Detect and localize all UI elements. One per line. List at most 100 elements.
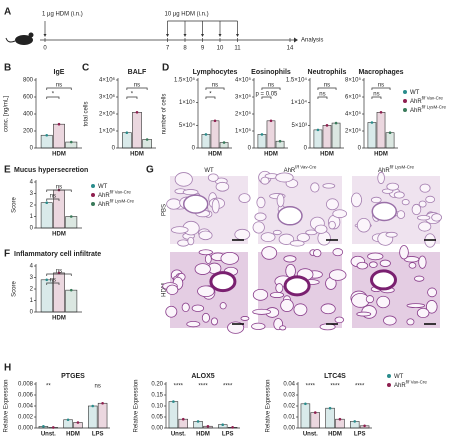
y-tick-label: 1 (30, 214, 34, 220)
alveolus (220, 251, 239, 265)
bar-top-dot (313, 411, 317, 414)
dose-arrow-head (218, 34, 222, 37)
alveolus (198, 230, 213, 241)
legend-label-text: AhR (98, 202, 110, 208)
significance-bracket (205, 87, 225, 90)
bar-top-dot (222, 141, 226, 144)
y-tick-label: 0.00 (283, 426, 295, 432)
x-tick-label: Unst. (41, 432, 56, 438)
y-axis-label: number of cells (162, 94, 168, 135)
significance: ns (134, 83, 140, 89)
legend-label-text: WT (98, 184, 108, 190)
column-label-sup: f/f Vav-Cre (295, 165, 317, 170)
alveolus (365, 295, 375, 304)
x-tick-label: HDM (66, 432, 80, 438)
bar (65, 216, 78, 229)
alveolus (418, 200, 427, 208)
y-tick-label: 0 (358, 146, 362, 152)
airway (182, 194, 209, 214)
legend-label-sup: f/f LysM-Cre (110, 199, 135, 204)
bar (97, 402, 108, 429)
y-tick-label: 5×10⁴ (179, 122, 196, 129)
alveolus (320, 303, 336, 315)
significance: ns (373, 92, 379, 98)
legend-label-sup: f/f Vav-Cre (422, 96, 444, 101)
bar (313, 129, 323, 149)
chart-title: BALF (128, 69, 147, 76)
legend-swatch (91, 202, 95, 206)
row-label: PBS (162, 204, 168, 216)
legend-swatch (403, 108, 407, 112)
alveolus (276, 193, 285, 208)
alveolus (251, 322, 266, 331)
bar-top-dot (316, 128, 320, 132)
bar-top-dot (231, 426, 234, 429)
x-tick-label: HDM (130, 152, 144, 158)
alveolus (385, 231, 398, 238)
chart-title: Eosinophils (251, 69, 291, 76)
bar-top-dot (206, 424, 210, 428)
legend-label: WT (410, 90, 420, 96)
y-axis-label: Relative Expression (266, 379, 272, 432)
chart-title: LTC4S (324, 373, 346, 380)
legend-label-text: WT (410, 90, 420, 96)
alveolus (383, 315, 397, 326)
chart-title: Macrophages (358, 69, 403, 76)
legend-label: WT (98, 184, 108, 190)
alveolus (215, 181, 230, 192)
alveolus (356, 218, 371, 233)
y-axis-label: conc. [ng/mL] (4, 96, 10, 132)
y-tick-label: 4×10⁵ (235, 77, 252, 84)
chart-title: PTGES (61, 373, 85, 380)
bar-top-dot (101, 401, 104, 405)
alveolus (186, 320, 201, 328)
bar (122, 132, 132, 149)
significance: ns (319, 92, 325, 98)
alveolus (328, 220, 336, 230)
airway (283, 275, 311, 297)
bar-top-dot (76, 421, 80, 424)
significance: **** (198, 384, 208, 390)
alveolus (166, 198, 182, 210)
alveolus (234, 228, 251, 241)
legend-swatch (91, 184, 95, 188)
significance: ns (50, 278, 56, 284)
alveolus (396, 210, 406, 219)
dose1-label: 1 µg HDM (i.n.) (42, 12, 83, 18)
y-tick-label: 2×10⁵ (235, 111, 252, 118)
significance: **** (306, 384, 316, 390)
alveolus (414, 275, 425, 282)
alveolus (416, 307, 430, 319)
alveolus (310, 182, 320, 193)
dose-arrow-head (201, 34, 204, 37)
y-tick-label: 0 (192, 146, 196, 152)
column-label-text: AhR (284, 168, 296, 174)
alveolus (293, 303, 308, 316)
significance: ns (324, 83, 330, 89)
micrograph (162, 249, 250, 334)
mouse-icon (5, 32, 34, 45)
alveolus (322, 183, 336, 189)
micrograph (251, 246, 347, 331)
x-tick-label: LPS (92, 432, 104, 438)
y-tick-label: 200 (23, 129, 34, 135)
significance-bracket (126, 96, 138, 99)
significance: ns (50, 194, 56, 200)
bar (168, 401, 179, 429)
x-tick-label: HDM (374, 152, 388, 158)
x-tick-label: HDM (264, 152, 278, 158)
alveolus (174, 172, 193, 187)
bar (40, 134, 53, 149)
chart-title: IgE (54, 69, 65, 76)
alveolus (204, 254, 212, 264)
significance: ns (94, 384, 100, 390)
significance: ns (268, 83, 274, 89)
day-label: 0 (43, 46, 47, 52)
micrograph (166, 172, 251, 247)
dose-arrow-head (43, 34, 47, 37)
y-tick-label: 0.002 (18, 415, 34, 421)
chart-title: Mucus hypersecretion (14, 167, 88, 174)
chart-title: Inflammatory cell infiltrate (14, 251, 101, 258)
panel-label: A (4, 7, 11, 18)
alveolus (166, 284, 179, 295)
